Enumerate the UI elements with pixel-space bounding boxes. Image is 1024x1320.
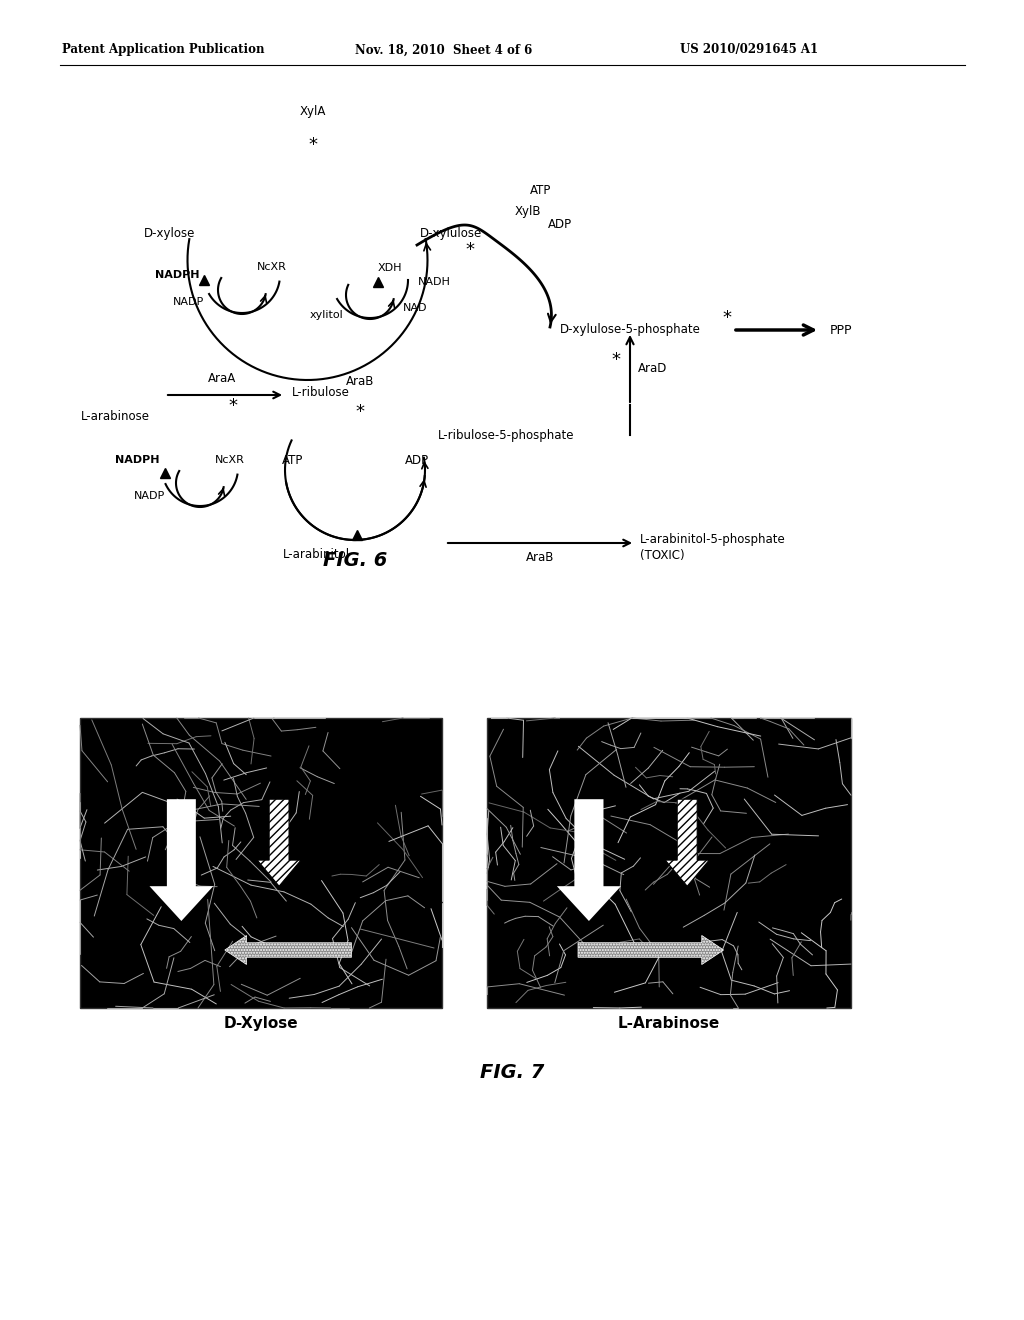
Text: L-arabinitol-5-phosphate: L-arabinitol-5-phosphate [640, 532, 785, 545]
FancyArrow shape [150, 799, 213, 921]
Text: ATP: ATP [530, 183, 551, 197]
Text: xylitol: xylitol [310, 310, 344, 319]
Text: NADPH: NADPH [155, 271, 199, 280]
Text: NAD: NAD [403, 304, 427, 313]
Text: AraA: AraA [208, 372, 237, 385]
Text: US 2010/0291645 A1: US 2010/0291645 A1 [680, 44, 818, 57]
Text: Nov. 18, 2010  Sheet 4 of 6: Nov. 18, 2010 Sheet 4 of 6 [355, 44, 532, 57]
Text: NADP: NADP [134, 491, 165, 502]
FancyArrow shape [666, 799, 710, 886]
Text: NADH: NADH [418, 277, 451, 286]
Bar [80, 718, 442, 1008]
Text: ADP: ADP [548, 219, 572, 231]
Text: Patent Application Publication: Patent Application Publication [62, 44, 264, 57]
Text: NcXR: NcXR [257, 261, 287, 272]
Text: *: * [723, 309, 731, 327]
FancyArrow shape [578, 936, 724, 965]
Text: *: * [611, 351, 620, 370]
Text: AraB: AraB [525, 550, 554, 564]
Text: XylA: XylA [299, 106, 326, 117]
Text: D-xylose: D-xylose [143, 227, 195, 239]
Text: L-arabinose: L-arabinose [81, 411, 150, 424]
Text: ATP: ATP [283, 454, 304, 466]
Text: *: * [308, 136, 317, 154]
Text: NADPH: NADPH [116, 455, 160, 465]
Text: L-ribulose: L-ribulose [292, 387, 350, 400]
FancyArrow shape [557, 799, 621, 921]
Text: AraB: AraB [346, 375, 374, 388]
Text: D-xylulose: D-xylulose [420, 227, 482, 239]
FancyArrow shape [257, 799, 301, 886]
Text: D-xylulose-5-phosphate: D-xylulose-5-phosphate [560, 323, 700, 337]
Text: ADP: ADP [404, 454, 429, 466]
Text: XDH: XDH [378, 263, 402, 273]
FancyArrow shape [225, 936, 351, 965]
Text: D-Xylose: D-Xylose [223, 1016, 298, 1031]
Text: L-Arabinose: L-Arabinose [617, 1016, 720, 1031]
Text: NcXR: NcXR [215, 455, 245, 465]
Text: XylB: XylB [515, 206, 542, 219]
Text: L-arabinitol: L-arabinitol [283, 548, 350, 561]
Text: *: * [466, 242, 474, 259]
Text: AraD: AraD [638, 362, 668, 375]
Text: L-ribulose-5-phosphate: L-ribulose-5-phosphate [438, 429, 574, 441]
Text: NADP: NADP [173, 297, 204, 308]
Text: PPP: PPP [830, 323, 853, 337]
Text: *: * [355, 403, 365, 421]
Text: FIG. 6: FIG. 6 [323, 550, 387, 569]
Text: FIG. 7: FIG. 7 [480, 1063, 544, 1081]
Text: (TOXIC): (TOXIC) [640, 549, 685, 561]
Text: *: * [228, 397, 237, 414]
Bar [487, 718, 851, 1008]
